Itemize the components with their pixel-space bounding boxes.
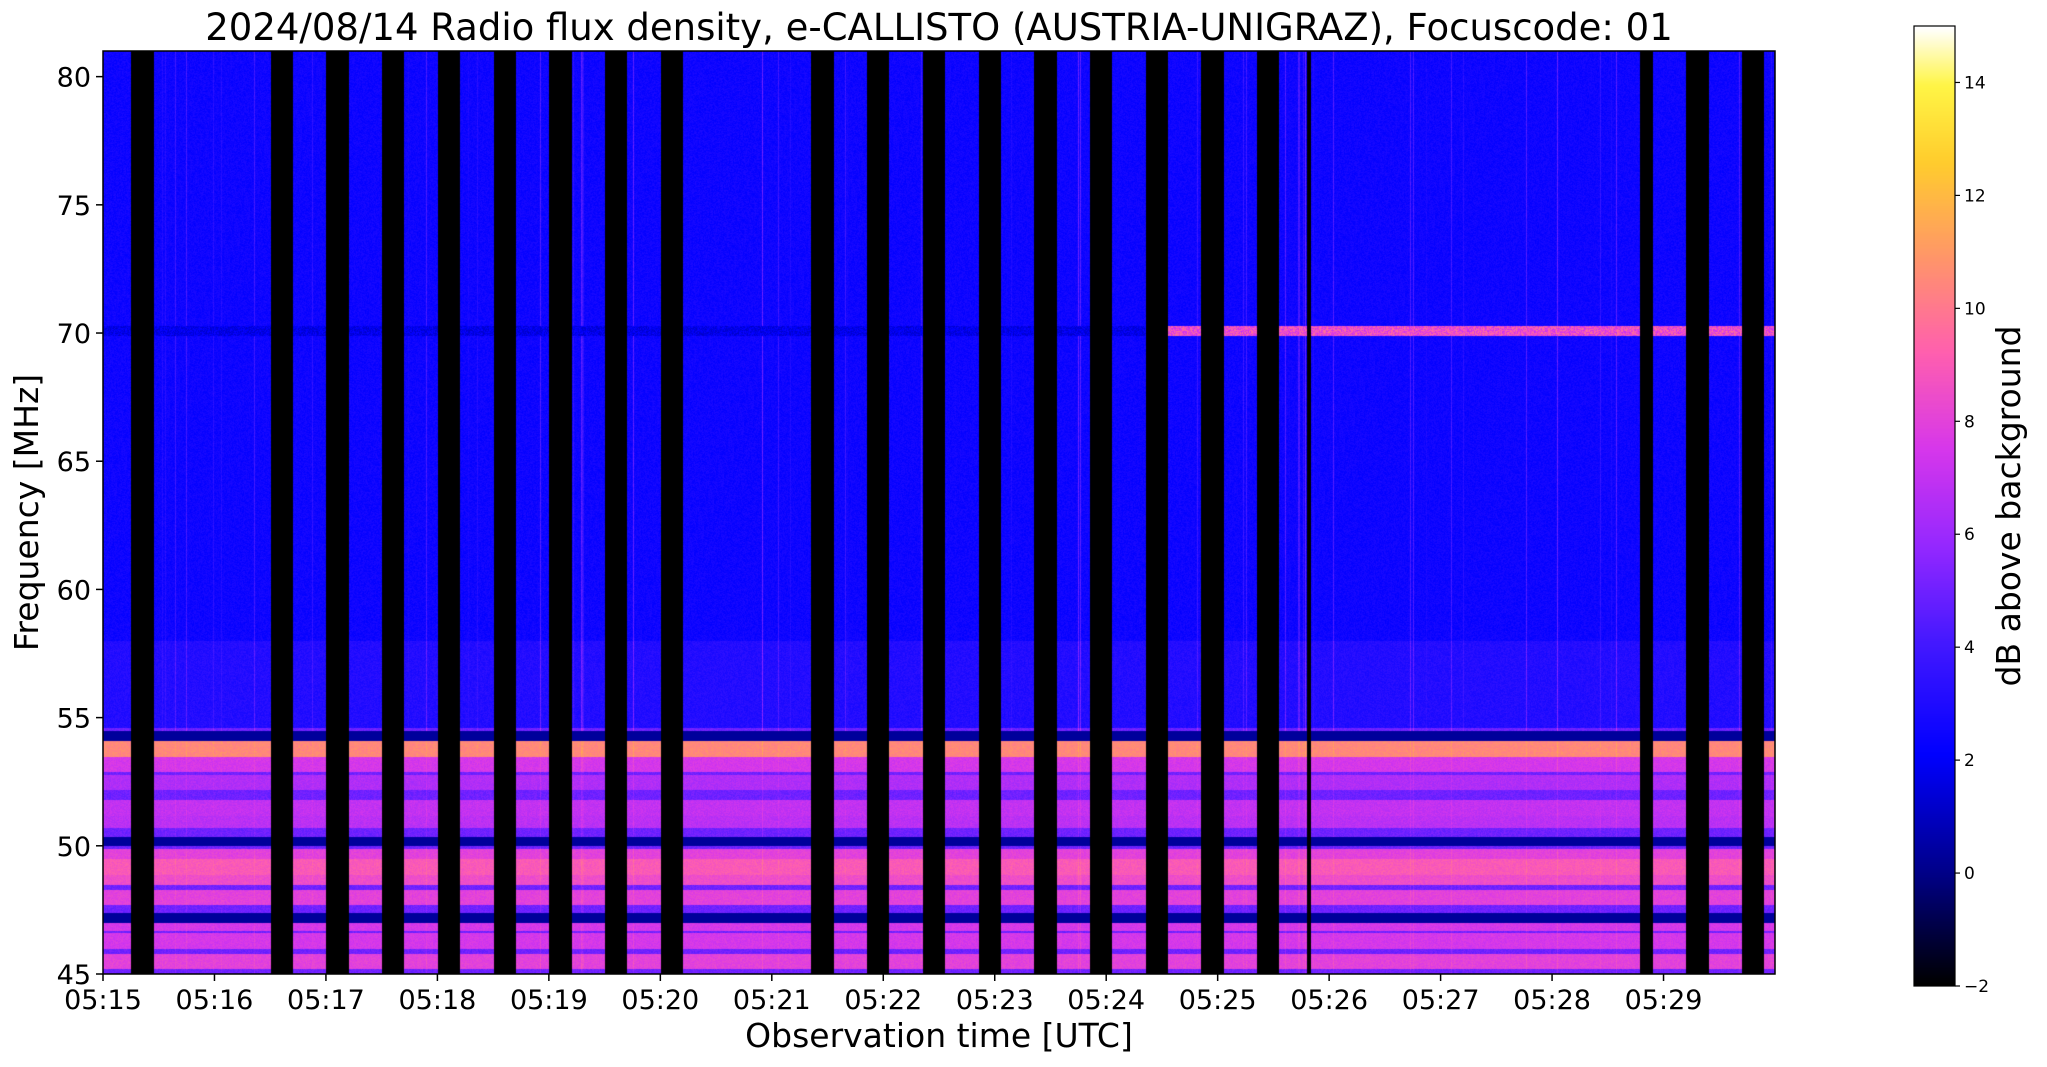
y-axis: 45 50 55 60 65 70 75 80 <box>57 63 103 991</box>
x-tick-label: 05:15 <box>64 985 142 1016</box>
x-tick-label: 05:28 <box>1513 985 1591 1016</box>
x-tick-label: 05:23 <box>956 985 1034 1016</box>
x-tick-label: 05:16 <box>176 985 254 1016</box>
x-tick-label: 05:22 <box>844 985 922 1016</box>
x-axis: 05:15 05:16 05:17 05:18 05:19 05:20 05:21 05:22… <box>64 974 1702 1016</box>
y-tick-label: 50 <box>57 832 91 863</box>
plot-area <box>102 50 1776 975</box>
colorbar-tick-label: 0 <box>1964 864 1975 884</box>
y-tick-label: 80 <box>57 63 91 94</box>
chart-title: 2024/08/14 Radio flux density, e-CALLIST… <box>205 6 1672 49</box>
y-axis-label: Frequency [MHz] <box>7 374 46 651</box>
x-tick-label: 05:18 <box>398 985 476 1016</box>
x-tick-label: 05:17 <box>287 985 365 1016</box>
spectrogram-heatmap <box>103 51 1775 974</box>
x-tick-label: 05:21 <box>733 985 811 1016</box>
colorbar-gradient <box>1914 26 1955 986</box>
y-tick-label: 70 <box>57 319 91 350</box>
colorbar-tick-label: 10 <box>1964 299 1986 319</box>
x-tick-label: 05:27 <box>1402 985 1480 1016</box>
y-tick-label: 65 <box>57 447 91 478</box>
colorbar-tick-label: 12 <box>1964 186 1986 206</box>
colorbar: −2 0 2 4 6 8 10 12 14 dB above background <box>1913 25 2028 997</box>
colorbar-tick-label: 4 <box>1964 638 1975 658</box>
x-tick-label: 05:25 <box>1179 985 1257 1016</box>
x-tick-label: 05:26 <box>1290 985 1368 1016</box>
x-tick-label: 05:24 <box>1067 985 1145 1016</box>
x-axis-label: Observation time [UTC] <box>745 1016 1133 1055</box>
y-tick-label: 60 <box>57 575 91 606</box>
colorbar-frame <box>1913 25 1956 987</box>
plot-frame <box>102 50 1776 975</box>
colorbar-tick-label: 2 <box>1964 751 1975 771</box>
colorbar-tick-label: −2 <box>1964 977 1989 997</box>
x-tick-label: 05:19 <box>510 985 588 1016</box>
colorbar-tick-label: 14 <box>1964 73 1986 93</box>
x-tick-label: 05:29 <box>1625 985 1703 1016</box>
colorbar-tick-label: 6 <box>1964 525 1975 545</box>
y-tick-label: 45 <box>57 960 91 991</box>
colorbar-label: dB above background <box>1989 326 2028 687</box>
x-tick-label: 05:20 <box>621 985 699 1016</box>
colorbar-axis: −2 0 2 4 6 8 10 12 14 <box>1955 73 1989 997</box>
y-tick-label: 75 <box>57 191 91 222</box>
y-tick-label: 55 <box>57 704 91 735</box>
colorbar-tick-label: 8 <box>1964 412 1975 432</box>
